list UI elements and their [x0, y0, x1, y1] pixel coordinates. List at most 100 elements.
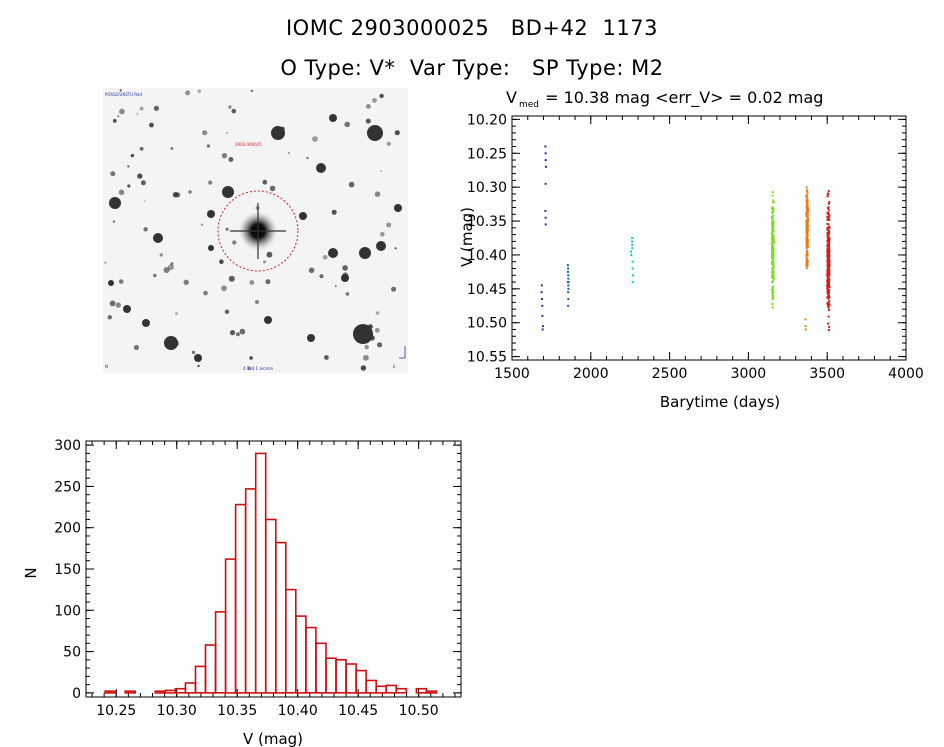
histogram-bar — [305, 626, 317, 694]
star — [104, 261, 107, 264]
star — [140, 180, 146, 186]
light-curve-point-season6 — [826, 253, 829, 256]
light-curve-point-season4 — [772, 229, 775, 232]
star — [334, 285, 337, 288]
histogram-bar — [385, 684, 398, 694]
light-curve-point-season1 — [544, 165, 547, 168]
light-curve-point-season6 — [826, 255, 829, 258]
light-curve-point-season4 — [772, 291, 775, 294]
light-curve-point-season5 — [805, 254, 808, 257]
star — [342, 272, 349, 279]
light-curve-point-season6 — [828, 300, 831, 303]
star — [108, 280, 114, 286]
histogram-bar — [365, 679, 378, 694]
light-curve-point-season4 — [772, 222, 774, 225]
light-curve-point-season5 — [806, 264, 809, 267]
light-curve-ylabel: V (mag) — [458, 207, 476, 267]
star — [188, 190, 192, 194]
star — [366, 104, 371, 109]
light-curve-x-tick-label: 1500 — [494, 366, 530, 382]
light-curve-point-season5 — [806, 201, 809, 204]
light-curve-point-season4 — [771, 258, 774, 261]
star — [368, 324, 373, 330]
star — [197, 364, 200, 368]
light-curve-y-tick-label: 10.40 — [467, 248, 507, 264]
light-curve-point-season1 — [544, 152, 547, 155]
histogram-bar — [154, 690, 167, 694]
light-curve-point-season5 — [804, 328, 807, 331]
star — [118, 279, 124, 284]
star — [117, 115, 120, 118]
star — [353, 324, 373, 344]
histogram-bar — [214, 611, 227, 694]
light-curve-point-season4 — [771, 275, 774, 277]
star — [364, 344, 369, 350]
light-curve-point-season2 — [567, 267, 570, 270]
light-curve-point-season6 — [826, 215, 829, 218]
histogram-bar — [284, 588, 297, 694]
star — [130, 153, 135, 158]
light-curve-y-tick-label: 10.30 — [467, 180, 507, 196]
star — [163, 267, 170, 273]
light-curve-point-season5 — [806, 191, 809, 194]
star — [369, 335, 375, 341]
light-curve-point-season1 — [540, 291, 543, 294]
star — [377, 342, 383, 348]
light-curve-point-season4 — [771, 288, 774, 291]
histogram-x-tick-label: 10.25 — [96, 703, 136, 719]
light-curve-point-season6 — [827, 250, 830, 253]
light-curve-point-season5 — [806, 212, 809, 215]
light-curve-x-tick-label: 2500 — [652, 366, 688, 382]
light-curve-point-season6 — [826, 281, 829, 284]
light-curve-title-v: V — [506, 88, 517, 107]
light-curve-point-season6 — [827, 294, 830, 297]
light-curve-point-season5 — [805, 199, 808, 201]
light-curve-y-tick-label: 10.55 — [467, 350, 507, 366]
light-curve-point-season5 — [806, 261, 809, 264]
star — [168, 264, 174, 271]
light-curve-point-season6 — [828, 264, 831, 267]
star — [365, 118, 371, 124]
histogram-y-tick-label: 50 — [63, 645, 81, 661]
stamp-survey-label: POSS2/UKSTU Red — [105, 92, 142, 97]
light-curve-point-season4 — [771, 227, 774, 230]
light-curve-point-season6 — [827, 206, 830, 209]
star — [372, 98, 377, 103]
star — [331, 209, 337, 215]
star — [119, 108, 125, 115]
light-curve-point-season6 — [827, 302, 830, 304]
light-curve-point-season6 — [826, 254, 829, 257]
light-curve-point-season5 — [806, 226, 809, 229]
histogram-bar — [264, 518, 277, 694]
star — [249, 356, 253, 360]
light-curve-point-season4 — [772, 238, 775, 241]
star — [143, 200, 146, 202]
light-curve-point-season5 — [806, 249, 808, 252]
light-curve-point-season4 — [771, 306, 774, 309]
light-curve-point-season4 — [771, 262, 773, 265]
histogram-y-tick-label: 250 — [54, 479, 81, 495]
star — [262, 179, 268, 185]
light-curve-point-season4 — [772, 201, 775, 204]
star — [342, 265, 348, 271]
star — [219, 259, 224, 264]
light-curve-point-season4 — [771, 245, 774, 247]
histogram-bar — [415, 687, 428, 694]
star — [127, 184, 131, 188]
light-curve-point-season2 — [567, 298, 570, 300]
star — [127, 165, 130, 168]
light-curve-point-season3 — [631, 247, 634, 250]
star — [269, 185, 276, 192]
light-curve-point-season6 — [826, 270, 829, 273]
light-curve-point-season4 — [771, 281, 774, 284]
star — [225, 227, 229, 231]
stamp-target-label: 2903.000025 — [235, 142, 262, 147]
star — [229, 330, 236, 336]
light-curve-point-season4 — [772, 277, 775, 280]
histogram-bar — [194, 665, 207, 694]
light-curve-point-season2 — [567, 304, 570, 307]
stamp-left-label: N — [105, 364, 108, 369]
light-curve-point-season4 — [771, 221, 774, 223]
light-curve-point-season4 — [771, 246, 774, 249]
histogram-bar — [234, 503, 247, 694]
